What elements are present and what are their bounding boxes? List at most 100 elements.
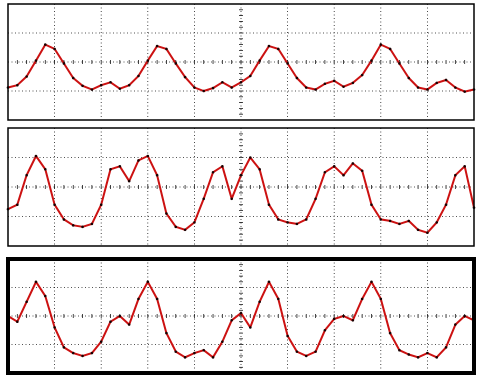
panel-1-point-30 <box>286 62 289 65</box>
panel-3-point-28 <box>267 280 271 284</box>
panel-1-point-17 <box>165 47 168 51</box>
panel-2-point-30 <box>286 221 289 224</box>
panel-3-point-8 <box>81 354 84 358</box>
panel-1-point-44 <box>416 86 420 89</box>
panel-3-point-41 <box>388 331 392 335</box>
panel-2-point-28 <box>267 203 271 206</box>
panel-3-point-42 <box>398 348 401 352</box>
panel-1-point-8 <box>81 84 84 88</box>
panel-3-point-38 <box>360 297 364 301</box>
panel-1-point-21 <box>202 89 206 93</box>
panel-3-point-34 <box>323 328 327 332</box>
panel-1-point-6 <box>62 62 66 65</box>
panel-1-point-37 <box>351 81 355 85</box>
panel-1-point-32 <box>304 86 308 89</box>
panel-2-point-6 <box>62 218 66 221</box>
panel-2-point-48 <box>454 173 457 177</box>
panel-2-point-29 <box>276 218 280 221</box>
panel-3-point-36 <box>342 314 345 318</box>
panel-1-point-13 <box>127 83 131 87</box>
panel-3-point-1 <box>16 320 19 324</box>
panel-3-point-32 <box>304 354 308 358</box>
panel-2-point-1 <box>16 203 19 206</box>
panel-1-point-10 <box>99 83 103 87</box>
panel-2-point-49 <box>463 165 466 168</box>
panel-2-point-18 <box>174 225 178 229</box>
panel-3-point-26 <box>249 326 252 329</box>
panel-3-point-24 <box>230 318 233 322</box>
panel-1-point-3 <box>34 59 38 62</box>
panel-2-point-25 <box>239 173 243 177</box>
panel-1-point-46 <box>435 81 439 85</box>
panel-1-point-34 <box>323 82 327 86</box>
panel-3-point-30 <box>286 334 289 338</box>
panel-2-point-22 <box>211 170 215 174</box>
panel-1-point-40 <box>379 43 383 46</box>
panel-3-point-25 <box>239 311 243 315</box>
panel-3-point-43 <box>407 353 411 356</box>
panel-1-point-38 <box>360 73 364 77</box>
panel-2-point-3 <box>34 154 38 158</box>
panel-1-point-4 <box>43 43 47 46</box>
panel-3-point-45 <box>426 351 429 355</box>
panel-2-point-16 <box>155 173 159 177</box>
panel-1-point-12 <box>118 87 122 90</box>
panel-2-point-12 <box>118 165 122 168</box>
panel-2-point-46 <box>435 221 439 224</box>
panel-3-point-10 <box>99 340 103 343</box>
panel-1-point-41 <box>388 47 392 51</box>
panel-1-point-14 <box>137 74 140 78</box>
panel-2-point-39 <box>370 203 373 206</box>
panel-3-point-46 <box>435 356 439 359</box>
panel-3-point-23 <box>221 340 224 343</box>
panel-2-point-31 <box>295 222 299 226</box>
panel-2-point-27 <box>258 168 261 171</box>
panel-3-point-19 <box>183 356 187 359</box>
panel-2-point-11 <box>109 168 112 171</box>
panel-1-point-22 <box>211 86 215 90</box>
panel-3-point-9 <box>90 351 94 355</box>
panel-1-point-47 <box>444 78 448 82</box>
panel-1-point-29 <box>276 47 280 51</box>
panel-1-point-1 <box>16 83 19 87</box>
panel-2-point-44 <box>416 228 420 232</box>
panel-1-point-33 <box>314 88 317 91</box>
panel-3-point-12 <box>118 314 122 318</box>
panel-1-point-15 <box>146 59 150 62</box>
panel-1-point-28 <box>267 44 271 48</box>
panel-3-point-6 <box>62 346 66 349</box>
panel-3-frame <box>6 257 476 375</box>
panel-2-frame <box>7 127 475 247</box>
panel-2-point-42 <box>398 222 401 226</box>
panel-3-point-49 <box>463 314 466 318</box>
panel-1-point-27 <box>258 59 261 62</box>
panel-3-point-22 <box>211 356 215 359</box>
panel-1-point-45 <box>426 88 429 91</box>
panel-3-point-7 <box>71 351 75 355</box>
panel-2-point-26 <box>249 156 252 159</box>
panel-1-point-49 <box>463 90 466 93</box>
panel-1-point-5 <box>53 47 56 51</box>
panel-2-point-33 <box>314 197 317 201</box>
panel-2-point-35 <box>332 165 336 168</box>
panel-1-point-19 <box>183 75 187 79</box>
panel-3-point-35 <box>332 317 336 321</box>
panel-3-point-39 <box>370 280 373 284</box>
panel-1-point-20 <box>193 86 196 89</box>
panel-1-point-16 <box>155 44 159 48</box>
panel-1-point-31 <box>295 76 299 80</box>
panel-2-point-15 <box>146 154 150 158</box>
panel-2-point-14 <box>137 159 140 162</box>
panel-3-point-11 <box>109 320 112 324</box>
panel-3-point-5 <box>53 326 56 329</box>
panel-2-point-4 <box>43 168 47 171</box>
panel-2-point-37 <box>351 162 355 165</box>
panel-2-point-41 <box>388 219 392 223</box>
panel-2-point-17 <box>165 212 168 215</box>
panel-2-point-23 <box>221 165 224 168</box>
panel-3-point-20 <box>193 351 196 355</box>
panel-2-point-43 <box>407 219 411 223</box>
panel-3-point-15 <box>146 280 150 284</box>
panel-2-point-7 <box>71 224 75 227</box>
